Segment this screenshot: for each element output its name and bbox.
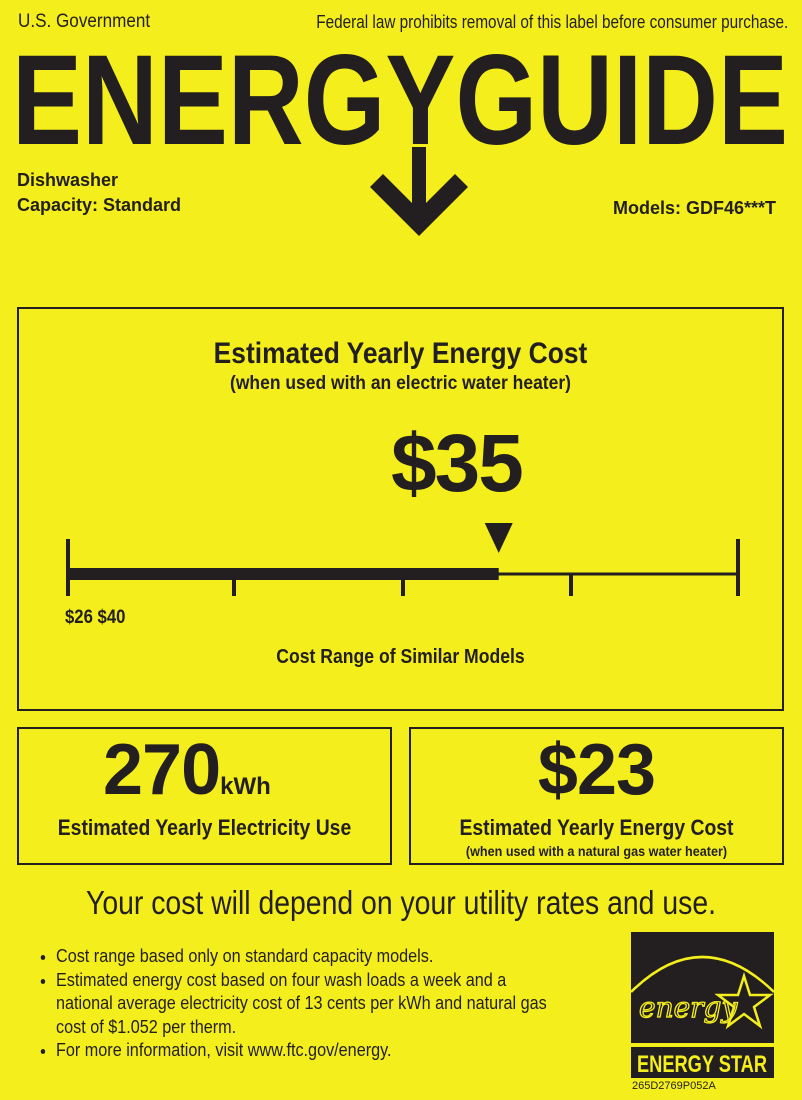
down-arrow-icon — [370, 147, 468, 236]
note-item: Estimated energy cost based on four wash… — [56, 969, 560, 1040]
main-cost-subtitle: (when used with an electric water heater… — [230, 373, 571, 394]
gas-cost-subcaption: (when used with a natural gas water heat… — [465, 843, 728, 859]
gas-cost-value: $23 — [537, 730, 656, 810]
government-text: U.S. Government — [18, 11, 151, 32]
removal-notice: Federal law prohibits removal of this la… — [316, 12, 788, 32]
energy-star-logo: energy ENERGY STAR — [631, 932, 774, 1078]
star-icon — [714, 971, 774, 1030]
disclaimer: Your cost will depend on your utility ra… — [85, 884, 716, 921]
cost-range-scale — [66, 523, 740, 596]
energyguide-title: ENERGYGUIDE — [12, 42, 788, 172]
product-models: Models: GDF46***T — [612, 198, 776, 218]
electricity-caption: Estimated Yearly Electricity Use — [57, 815, 352, 840]
cost-marker-icon — [484, 523, 513, 553]
product-type: Dishwasher — [17, 170, 119, 190]
gas-cost-caption: Estimated Yearly Energy Cost — [459, 815, 734, 840]
range-label: $26 $40 — [65, 607, 126, 628]
label-code: 265D2769P052A — [632, 1080, 716, 1092]
energy-star-label: ENERGY STAR — [637, 1051, 767, 1078]
product-capacity: Capacity: Standard — [17, 195, 182, 215]
range-caption: Cost Range of Similar Models — [276, 646, 525, 668]
gas-cost-box: $23 Estimated Yearly Energy Cost (when u… — [409, 727, 784, 865]
note-item: For more information, visit www.ftc.gov/… — [56, 1039, 560, 1063]
main-cost-value: $35 — [391, 418, 524, 509]
scale-fill — [68, 568, 499, 580]
main-cost-box: Estimated Yearly Energy Cost (when used … — [17, 307, 784, 711]
main-cost-title: Estimated Yearly Energy Cost — [213, 337, 588, 370]
electricity-value: 270 — [103, 730, 221, 810]
note-item: Cost range based only on standard capaci… — [56, 945, 560, 969]
electricity-unit: kWh — [220, 773, 271, 800]
energyguide-logo: ENERGYGUIDE — [12, 42, 788, 236]
notes-list: Cost range based only on standard capaci… — [38, 945, 560, 1063]
electricity-box: 270kWh Estimated Yearly Electricity Use — [17, 727, 392, 865]
